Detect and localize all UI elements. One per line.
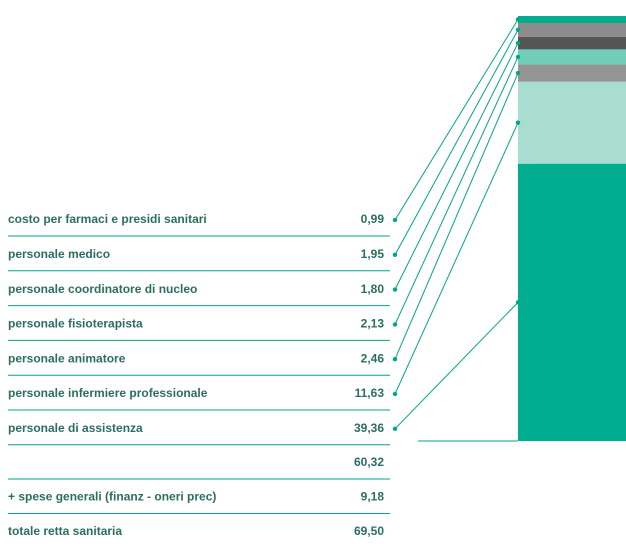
connector <box>394 56 519 325</box>
summary-label: totale retta sanitaria <box>8 524 122 538</box>
summary-label: + spese generali (finanz - oneri prec) <box>8 490 216 504</box>
row-label: personale infermiere professionale <box>8 386 208 400</box>
dot <box>515 120 521 125</box>
row-label: personale di assistenza <box>8 421 143 435</box>
row-label: personale medico <box>8 247 110 261</box>
row-label: personale animatore <box>8 351 126 365</box>
bar-segment <box>518 49 626 65</box>
row-label: personale fisioterapista <box>8 317 143 331</box>
bar-segment <box>518 163 626 441</box>
dot <box>392 357 398 362</box>
row-value: 1,95 <box>361 247 385 261</box>
row-value: 0,99 <box>361 212 385 226</box>
dot <box>515 70 521 76</box>
row-value: 2,46 <box>361 351 385 365</box>
dot <box>392 252 398 257</box>
bar-segment <box>518 22 626 37</box>
connector <box>394 42 519 290</box>
connector <box>394 122 519 395</box>
dot <box>392 287 398 292</box>
dot <box>392 391 398 397</box>
row-label: personale coordinatore di nucleo <box>8 282 197 296</box>
connector <box>394 29 519 256</box>
dot <box>392 217 398 223</box>
dot <box>392 322 398 327</box>
connector <box>394 301 519 430</box>
row-value: 39,36 <box>354 421 384 435</box>
dot <box>515 300 521 305</box>
summary-value: 9,18 <box>361 490 385 504</box>
dot <box>515 40 521 46</box>
row-label: costo per farmaci e presidi sanitari <box>8 212 207 226</box>
dot <box>515 17 521 22</box>
dot <box>515 54 521 60</box>
row-value: 2,13 <box>361 317 385 331</box>
bar-segment <box>518 64 626 82</box>
bar-segment <box>518 81 626 164</box>
connector <box>394 19 519 221</box>
summary-value: 69,50 <box>354 524 384 538</box>
bar-segment <box>518 36 626 50</box>
row-value: 1,80 <box>361 282 385 296</box>
row-value: 11,63 <box>355 386 385 400</box>
summary-value: 60,32 <box>354 455 384 469</box>
dot <box>392 426 398 431</box>
dot <box>515 27 521 33</box>
connector <box>394 72 519 360</box>
bar-segment <box>518 16 626 23</box>
